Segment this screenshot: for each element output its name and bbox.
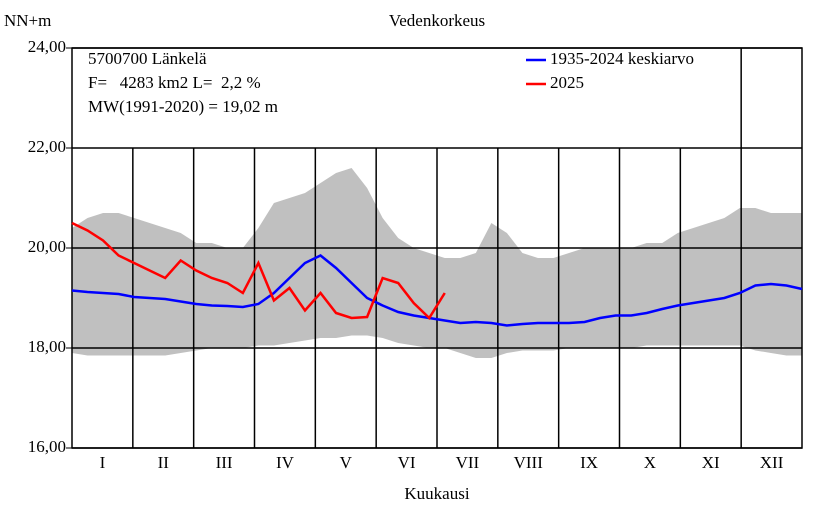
y-tick-label: 24,00 — [28, 37, 66, 56]
y-tick-label: 22,00 — [28, 137, 66, 156]
x-tick-label: X — [644, 453, 656, 472]
annotation: F= 4283 km2 L= 2,2 % — [88, 73, 261, 92]
series-line — [71, 254, 803, 327]
chart-title: Vedenkorkeus — [389, 11, 485, 30]
x-tick-label: III — [216, 453, 233, 472]
y-tick-label: 20,00 — [28, 237, 66, 256]
x-tick-label: IX — [580, 453, 598, 472]
x-tick-label: IV — [276, 453, 295, 472]
y-tick-label: 18,00 — [28, 337, 66, 356]
x-tick-label: I — [100, 453, 106, 472]
y-axis-label: NN+m — [4, 11, 51, 30]
x-tick-label: VII — [456, 453, 480, 472]
annotation: 5700700 Länkelä — [88, 49, 207, 68]
x-tick-label: VIII — [514, 453, 544, 472]
x-tick-label: VI — [398, 453, 416, 472]
legend-label: 1935-2024 keskiarvo — [550, 49, 694, 68]
annotation: MW(1991-2020) = 19,02 m — [88, 97, 278, 116]
x-tick-label: XII — [760, 453, 784, 472]
legend-label: 2025 — [550, 73, 584, 92]
x-tick-label: V — [340, 453, 353, 472]
x-axis-label: Kuukausi — [404, 484, 469, 503]
y-tick-label: 16,00 — [28, 437, 66, 456]
x-tick-label: XI — [702, 453, 720, 472]
x-tick-label: II — [158, 453, 170, 472]
plot-border — [71, 47, 803, 449]
series-line — [71, 221, 446, 320]
